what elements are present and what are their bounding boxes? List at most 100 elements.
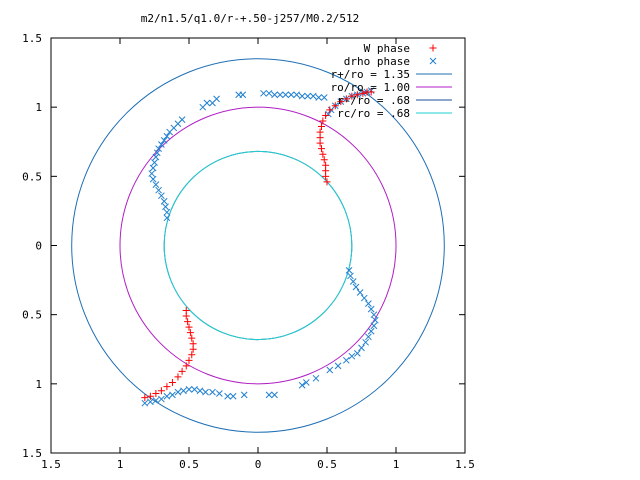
data-point xyxy=(298,381,306,389)
legend-label: r+/ro = 1.35 xyxy=(331,68,410,81)
data-point xyxy=(169,391,176,399)
legend-label: ro/ro = 1.00 xyxy=(331,81,410,94)
data-point xyxy=(188,334,196,342)
legend-marker xyxy=(429,44,437,52)
data-point xyxy=(260,89,267,97)
data-point xyxy=(309,92,317,100)
data-point xyxy=(293,91,300,99)
data-point xyxy=(235,91,243,99)
y-tick-label: 1.5 xyxy=(22,32,42,45)
reference-circles xyxy=(71,58,445,433)
data-point xyxy=(224,392,231,400)
data-point xyxy=(147,398,154,406)
data-point xyxy=(216,390,223,397)
chart-title: m2/n1.5/q1.0/r-+.50-j257/M0.2/512 xyxy=(141,12,360,25)
data-point xyxy=(163,214,171,222)
legend-label: rc/ro = .68 xyxy=(337,107,410,120)
data-point xyxy=(160,137,168,144)
data-point xyxy=(317,145,325,153)
data-point xyxy=(360,294,368,302)
data-point xyxy=(174,388,182,396)
data-point xyxy=(141,394,149,402)
data-point xyxy=(229,392,237,400)
data-point xyxy=(349,278,357,285)
data-point xyxy=(334,362,342,370)
data-point xyxy=(182,312,190,320)
data-point xyxy=(331,102,339,110)
x-tick-label: 1 xyxy=(393,458,400,471)
data-point xyxy=(356,289,364,296)
data-point xyxy=(371,316,379,324)
reference-circle-3 xyxy=(163,150,353,341)
y-tick-label: 1 xyxy=(35,101,42,114)
data-point xyxy=(298,92,306,100)
data-point xyxy=(348,92,356,100)
data-point xyxy=(287,91,295,99)
data-point xyxy=(370,322,378,330)
data-point xyxy=(146,392,154,400)
data-point xyxy=(326,366,334,374)
data-point xyxy=(354,350,361,357)
data-point xyxy=(152,390,160,398)
x-tick-label: 0 xyxy=(255,458,262,471)
data-point xyxy=(317,123,325,131)
data-point xyxy=(312,374,320,382)
data-point xyxy=(202,388,209,396)
data-point xyxy=(168,378,176,386)
y-tick-label: 1 xyxy=(35,378,42,391)
reference-circle-0 xyxy=(71,58,445,433)
data-series xyxy=(141,87,379,407)
data-point xyxy=(337,98,345,106)
data-point xyxy=(265,89,273,97)
legend-label: r-/ro = .68 xyxy=(337,94,410,107)
data-point xyxy=(365,333,372,341)
reference-circle-1 xyxy=(119,106,397,385)
data-point xyxy=(188,351,196,359)
series-1 xyxy=(141,87,379,407)
legend-label: drho phase xyxy=(344,55,410,68)
data-point xyxy=(209,388,216,396)
data-point xyxy=(282,91,289,99)
data-point xyxy=(185,323,193,331)
data-point xyxy=(367,305,375,313)
data-point xyxy=(189,345,197,353)
data-point xyxy=(315,94,323,101)
data-point xyxy=(148,170,156,177)
data-point xyxy=(326,106,334,114)
data-point xyxy=(178,367,186,375)
x-tick-label: 0.5 xyxy=(179,458,199,471)
data-point xyxy=(191,386,198,393)
data-point xyxy=(153,149,161,157)
data-point xyxy=(271,91,278,99)
data-point xyxy=(152,153,160,161)
data-point xyxy=(141,399,149,407)
data-point xyxy=(240,391,248,399)
data-point xyxy=(149,175,157,183)
legend-label: W phase xyxy=(364,42,410,55)
data-point xyxy=(365,300,372,307)
data-point xyxy=(163,132,171,140)
legend-marker xyxy=(429,57,437,65)
data-point xyxy=(166,128,174,136)
data-point xyxy=(185,386,193,393)
data-point xyxy=(316,128,324,136)
data-point xyxy=(359,89,367,97)
x-tick-label: 1 xyxy=(117,458,124,471)
data-point xyxy=(158,395,165,403)
data-point xyxy=(319,117,327,125)
x-tick-label: 1.5 xyxy=(455,458,475,471)
data-point xyxy=(151,159,158,166)
y-tick-label: 0.5 xyxy=(22,309,42,322)
data-point xyxy=(157,387,165,395)
data-point xyxy=(180,387,187,395)
data-point xyxy=(370,311,378,319)
data-point xyxy=(155,145,162,153)
data-point xyxy=(158,192,165,200)
data-point xyxy=(162,203,169,211)
data-point xyxy=(362,338,369,346)
data-point xyxy=(342,95,350,103)
data-point xyxy=(155,186,162,194)
data-point xyxy=(152,397,160,404)
data-point xyxy=(199,103,207,111)
